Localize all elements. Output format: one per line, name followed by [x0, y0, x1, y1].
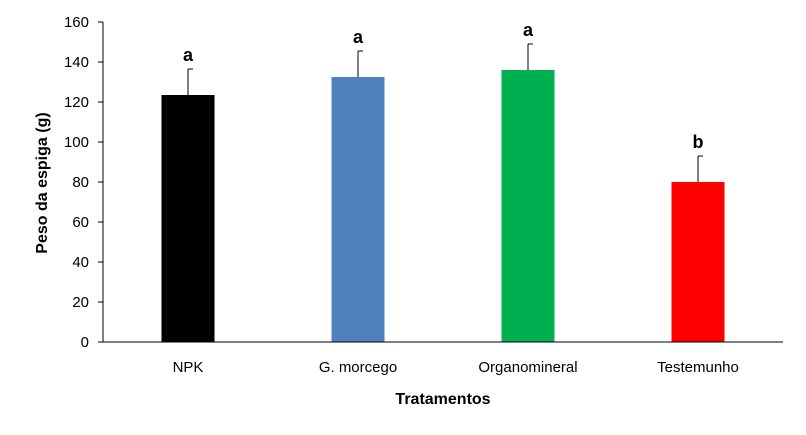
y-tick-label: 100 — [64, 134, 89, 151]
x-tick-label: G. morcego — [319, 359, 397, 376]
x-tick-label: Testemunho — [657, 359, 739, 376]
significance-letter: a — [523, 20, 534, 40]
significance-letter: a — [353, 27, 364, 47]
bar — [671, 182, 725, 342]
x-axis: NPK G. morcego Organomineral Testemunho — [103, 341, 783, 376]
bar — [331, 77, 385, 342]
significance-letters: a a a b — [183, 20, 704, 152]
y-tick-label: 80 — [72, 174, 89, 191]
y-tick-label: 20 — [72, 294, 89, 311]
x-axis-title: Tratamentos — [395, 391, 490, 408]
bar — [161, 95, 215, 342]
y-tick-label: 140 — [64, 54, 89, 71]
x-tick-label: NPK — [173, 359, 204, 376]
y-axis-title: Peso da espiga (g) — [34, 112, 51, 253]
significance-letter: b — [693, 132, 704, 152]
y-tick-label: 60 — [72, 214, 89, 231]
y-tick-label: 40 — [72, 254, 89, 271]
y-tick-label: 160 — [64, 14, 89, 31]
bar — [501, 70, 555, 342]
bars — [161, 70, 725, 342]
significance-letter: a — [183, 45, 194, 65]
x-tick-label: Organomineral — [478, 359, 577, 376]
error-bars — [187, 43, 703, 182]
y-axis: 0 20 40 60 80 100 120 140 160 — [64, 14, 104, 351]
y-tick-label: 120 — [64, 94, 89, 111]
y-tick-label: 0 — [81, 334, 89, 351]
